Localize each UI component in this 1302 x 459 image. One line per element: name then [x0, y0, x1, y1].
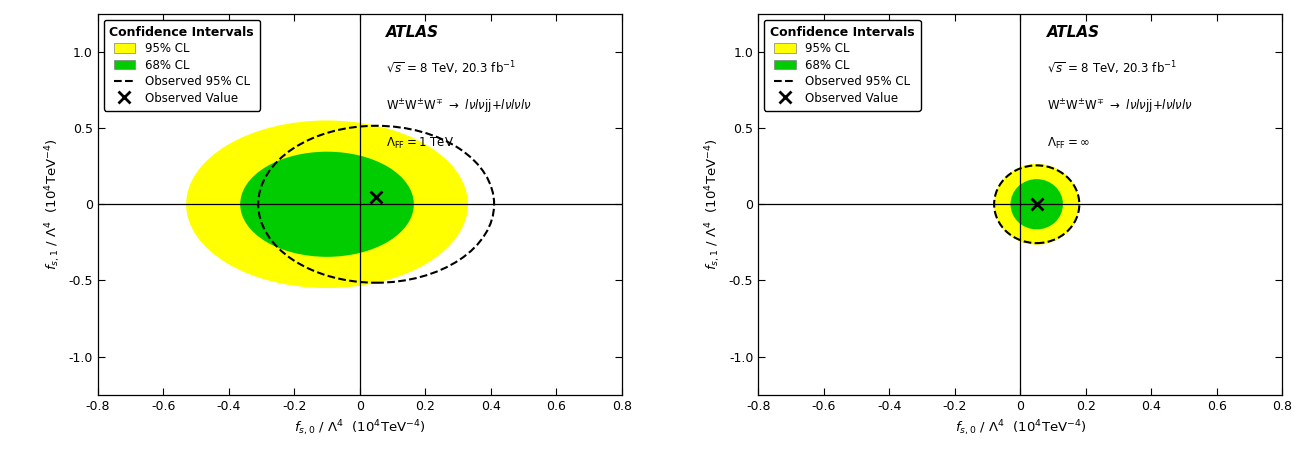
Ellipse shape	[1010, 179, 1062, 230]
Text: W$^{\pm}$W$^{\pm}$W$^{\mp}$ $\rightarrow$ $l\nu l\nu$jj+$l\nu l\nu l\nu$: W$^{\pm}$W$^{\pm}$W$^{\mp}$ $\rightarrow…	[385, 98, 533, 116]
Legend: 95% CL, 68% CL, Observed 95% CL, Observed Value: 95% CL, 68% CL, Observed 95% CL, Observe…	[764, 20, 921, 111]
Text: $\Lambda_{\mathrm{FF}} = \infty$: $\Lambda_{\mathrm{FF}} = \infty$	[1047, 136, 1090, 151]
Text: $\sqrt{s}$ = 8 TeV, 20.3 fb$^{-1}$: $\sqrt{s}$ = 8 TeV, 20.3 fb$^{-1}$	[385, 60, 516, 77]
Ellipse shape	[995, 164, 1079, 245]
X-axis label: $f_{s,0}\ /\ \Lambda^4\ \ (10^{4}\mathrm{TeV}^{-4})$: $f_{s,0}\ /\ \Lambda^4\ \ (10^{4}\mathrm…	[954, 418, 1086, 438]
Ellipse shape	[240, 151, 414, 257]
Y-axis label: $f_{s,1}\ /\ \Lambda^4\ \ (10^{4}\mathrm{TeV}^{-4})$: $f_{s,1}\ /\ \Lambda^4\ \ (10^{4}\mathrm…	[43, 139, 62, 270]
Legend: 95% CL, 68% CL, Observed 95% CL, Observed Value: 95% CL, 68% CL, Observed 95% CL, Observe…	[104, 20, 260, 111]
Ellipse shape	[186, 120, 467, 288]
Text: ATLAS: ATLAS	[1047, 25, 1100, 40]
Text: $\sqrt{s}$ = 8 TeV, 20.3 fb$^{-1}$: $\sqrt{s}$ = 8 TeV, 20.3 fb$^{-1}$	[1047, 60, 1177, 77]
Text: $\Lambda_{\mathrm{FF}} = 1$ TeV: $\Lambda_{\mathrm{FF}} = 1$ TeV	[385, 136, 454, 151]
Text: W$^{\pm}$W$^{\pm}$W$^{\mp}$ $\rightarrow$ $l\nu l\nu$jj+$l\nu l\nu l\nu$: W$^{\pm}$W$^{\pm}$W$^{\mp}$ $\rightarrow…	[1047, 98, 1193, 116]
Text: ATLAS: ATLAS	[385, 25, 439, 40]
X-axis label: $f_{s,0}\ /\ \Lambda^4\ \ (10^{4}\mathrm{TeV}^{-4})$: $f_{s,0}\ /\ \Lambda^4\ \ (10^{4}\mathrm…	[294, 418, 426, 438]
Y-axis label: $f_{s,1}\ /\ \Lambda^4\ \ (10^{4}\mathrm{TeV}^{-4})$: $f_{s,1}\ /\ \Lambda^4\ \ (10^{4}\mathrm…	[703, 139, 724, 270]
